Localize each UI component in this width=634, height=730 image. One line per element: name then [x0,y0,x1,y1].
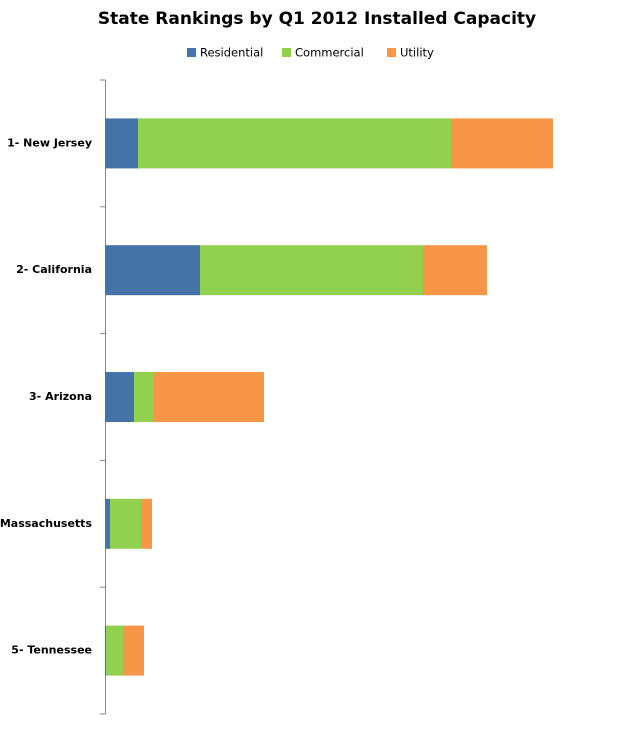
bar-segment [134,372,154,422]
bar-segment [154,372,264,422]
bar-segment [123,625,144,676]
y-tick-label: 5- Tennessee [11,644,92,657]
legend-label: Residential [200,46,263,60]
chart-title: State Rankings by Q1 2012 Installed Capa… [98,9,536,29]
legend-swatch [282,48,291,57]
legend-label: Commercial [295,46,364,60]
y-tick-label: 4- Massachusetts [0,517,92,530]
bar-segment [105,372,134,422]
bar-segment [423,245,487,296]
y-tick-label: 3- Arizona [29,390,92,403]
legend-swatch [187,48,196,57]
legend-swatch [387,48,396,57]
bar-segment [451,118,553,169]
bar-segment [105,625,106,676]
bar-segment [105,498,110,549]
bar-segment [141,498,152,549]
y-tick-label: 1- New Jersey [7,136,92,149]
bar-segment [105,245,200,296]
legend-label: Utility [400,46,434,60]
bar-segment [105,118,138,169]
bar-segment [200,245,423,296]
bar-segment [110,498,141,549]
bar-segment [138,118,451,169]
bar-segment [106,625,123,676]
y-tick-label: 2- California [16,263,92,276]
